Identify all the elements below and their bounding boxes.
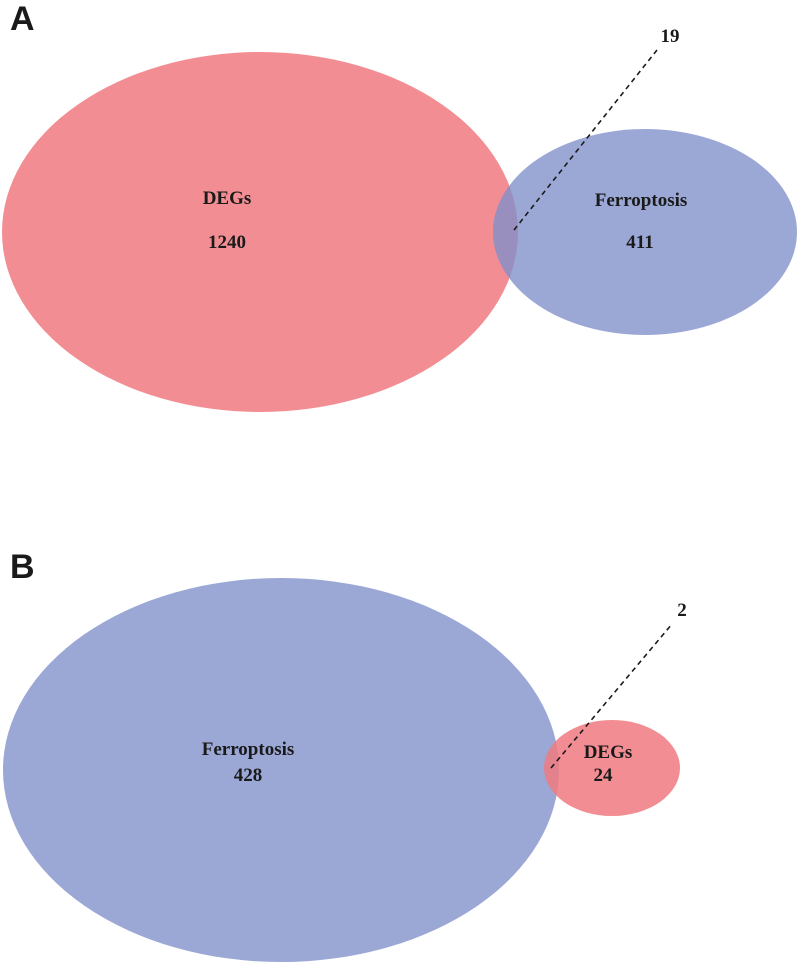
panel-b-ferroptosis-label: Ferroptosis xyxy=(202,739,295,760)
panel-b-ferroptosis-count: 428 xyxy=(234,765,263,786)
panel-a-overlap-count: 19 xyxy=(661,26,680,47)
panel-b-overlap-leader-line xyxy=(550,623,673,769)
panel-b-overlap-count: 2 xyxy=(677,600,687,621)
panel-b-degs-label: DEGs xyxy=(584,742,633,763)
panel-b-degs-count: 24 xyxy=(594,765,614,786)
panel-a: A DEGs 1240 Ferroptosis 411 19 xyxy=(2,0,797,412)
panel-a-degs-circle xyxy=(2,52,518,412)
panel-a-ferroptosis-circle xyxy=(493,129,797,335)
panel-b-degs-circle xyxy=(544,720,680,816)
panel-a-overlap-leader-line xyxy=(513,49,658,231)
panel-a-ferroptosis-count: 411 xyxy=(626,232,653,253)
panel-b-ferroptosis-circle xyxy=(3,578,559,962)
panel-a-degs-label: DEGs xyxy=(203,188,252,209)
panel-a-degs-count: 1240 xyxy=(208,232,246,253)
panel-b-letter: B xyxy=(10,548,35,586)
panel-a-letter: A xyxy=(10,0,35,38)
panel-b: B Ferroptosis 428 DEGs 24 2 xyxy=(3,548,687,962)
panel-a-ferroptosis-label: Ferroptosis xyxy=(595,190,688,211)
